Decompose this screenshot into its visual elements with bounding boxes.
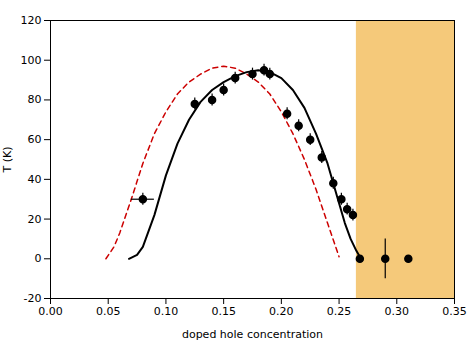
svg-text:80: 80 — [28, 93, 42, 106]
svg-text:0.30: 0.30 — [385, 305, 410, 318]
svg-text:-20: -20 — [24, 292, 42, 305]
svg-text:0.35: 0.35 — [442, 305, 467, 318]
svg-text:60: 60 — [28, 133, 42, 146]
svg-text:20: 20 — [28, 213, 42, 226]
svg-text:doped hole concentration: doped hole concentration — [182, 328, 323, 340]
svg-text:0: 0 — [35, 252, 42, 265]
svg-text:0.15: 0.15 — [211, 305, 236, 318]
svg-text:0.05: 0.05 — [96, 305, 121, 318]
svg-text:0.20: 0.20 — [269, 305, 294, 318]
svg-text:T (K): T (K) — [1, 146, 14, 173]
svg-text:120: 120 — [21, 14, 42, 27]
svg-text:40: 40 — [28, 173, 42, 186]
svg-text:0.10: 0.10 — [154, 305, 179, 318]
svg-text:0.25: 0.25 — [327, 305, 352, 318]
svg-text:100: 100 — [21, 54, 42, 67]
svg-text:0.00: 0.00 — [38, 305, 63, 318]
